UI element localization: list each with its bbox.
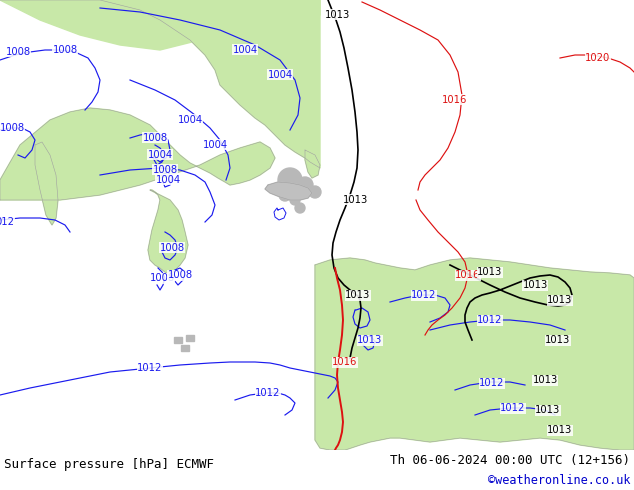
- Text: 1016: 1016: [332, 357, 358, 367]
- Polygon shape: [315, 258, 634, 450]
- Text: 1008: 1008: [143, 133, 167, 143]
- Text: 1013: 1013: [535, 405, 560, 415]
- Polygon shape: [35, 142, 58, 225]
- Text: 1013: 1013: [547, 425, 573, 435]
- Circle shape: [295, 203, 305, 213]
- Text: ©weatheronline.co.uk: ©weatheronline.co.uk: [488, 473, 630, 487]
- Text: 1013: 1013: [547, 295, 573, 305]
- Text: 1008: 1008: [6, 47, 30, 57]
- Text: 1008: 1008: [150, 273, 174, 283]
- Text: 1008: 1008: [159, 243, 184, 253]
- Text: 1013: 1013: [477, 267, 503, 277]
- Text: 1013: 1013: [358, 335, 383, 345]
- Circle shape: [297, 177, 313, 193]
- Text: 1008: 1008: [0, 123, 25, 133]
- Text: 1016: 1016: [455, 270, 481, 280]
- Text: 1004: 1004: [155, 175, 181, 185]
- Text: 012: 012: [0, 217, 15, 227]
- Text: 1013: 1013: [346, 290, 371, 300]
- Text: 1020: 1020: [585, 53, 611, 63]
- Text: 1004: 1004: [202, 140, 228, 150]
- Polygon shape: [181, 345, 189, 351]
- Text: 1004: 1004: [233, 45, 257, 55]
- Text: 1008: 1008: [167, 270, 193, 280]
- Text: Surface pressure [hPa] ECMWF: Surface pressure [hPa] ECMWF: [4, 458, 214, 470]
- Circle shape: [290, 195, 300, 205]
- Polygon shape: [0, 108, 275, 200]
- Polygon shape: [265, 182, 312, 200]
- Text: 1004: 1004: [148, 150, 172, 160]
- Text: 1013: 1013: [522, 280, 548, 290]
- Circle shape: [309, 186, 321, 198]
- Text: 1013: 1013: [545, 335, 571, 345]
- Polygon shape: [148, 190, 188, 275]
- Circle shape: [278, 168, 302, 192]
- Circle shape: [279, 189, 291, 201]
- Polygon shape: [305, 150, 320, 178]
- Polygon shape: [186, 335, 194, 341]
- Text: 1008: 1008: [53, 45, 77, 55]
- Polygon shape: [0, 0, 320, 50]
- Text: 1013: 1013: [325, 10, 351, 20]
- Text: 1016: 1016: [443, 95, 468, 105]
- Text: 1012: 1012: [138, 363, 163, 373]
- Text: Th 06-06-2024 00:00 UTC (12+156): Th 06-06-2024 00:00 UTC (12+156): [390, 454, 630, 466]
- Text: 1004: 1004: [268, 70, 292, 80]
- Text: 1012: 1012: [479, 378, 505, 388]
- Text: 1012: 1012: [411, 290, 437, 300]
- Text: 1012: 1012: [256, 388, 281, 398]
- Text: 1013: 1013: [533, 375, 558, 385]
- Polygon shape: [580, 280, 634, 450]
- Text: 1013: 1013: [344, 195, 368, 205]
- Polygon shape: [0, 0, 320, 168]
- Text: 1012: 1012: [477, 315, 503, 325]
- Text: 1004: 1004: [178, 115, 202, 125]
- Text: 1012: 1012: [500, 403, 526, 413]
- Polygon shape: [174, 337, 182, 343]
- Text: 1008: 1008: [152, 165, 178, 175]
